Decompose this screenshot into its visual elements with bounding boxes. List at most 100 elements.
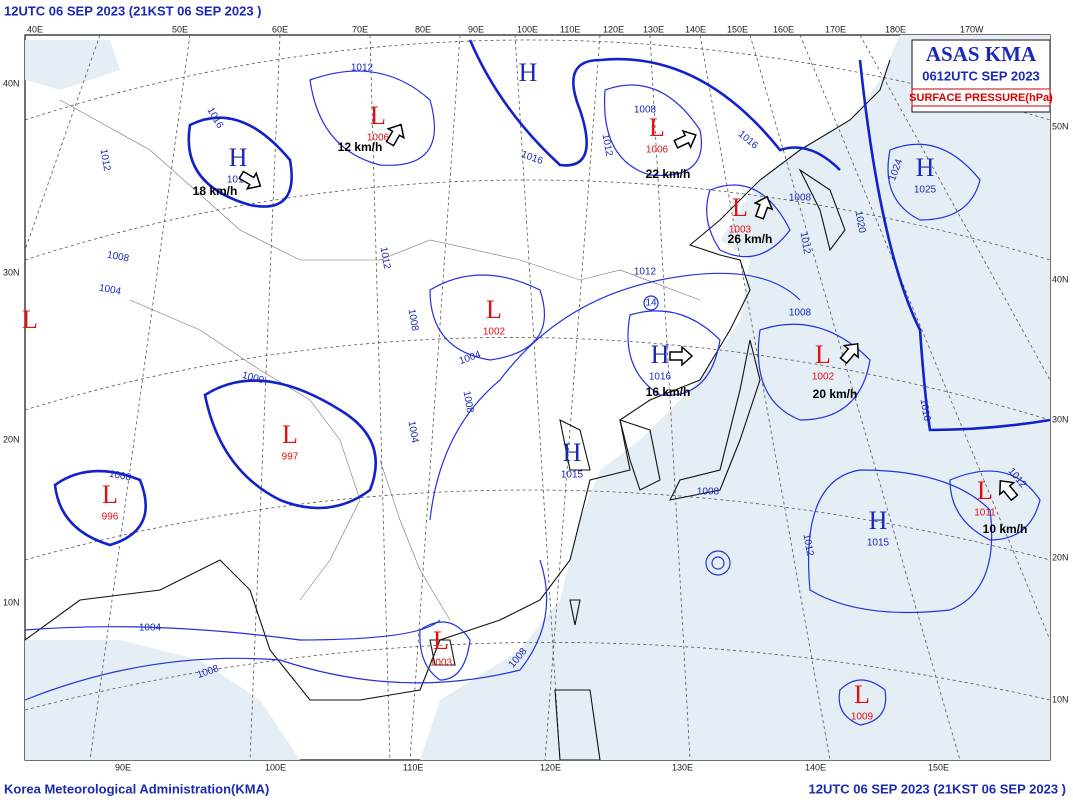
lat-label: 20N <box>3 434 20 444</box>
movement-speed: 16 km/h <box>646 385 691 399</box>
lon-label: 150E <box>928 762 949 772</box>
high-symbol: H <box>519 58 538 87</box>
isobar-label: 1004 <box>406 420 421 444</box>
lon-label: 90E <box>115 762 131 772</box>
low-symbol: L <box>433 626 449 655</box>
high-symbol: H <box>916 153 935 182</box>
isobar-label: 1016 <box>918 398 933 422</box>
lon-label: 140E <box>685 24 706 34</box>
pressure-value: 1025 <box>914 185 937 196</box>
movement-arrow <box>839 342 859 365</box>
isobar-label: 1004 <box>139 623 162 634</box>
lon-label: 140E <box>805 762 826 772</box>
isobar-label: 1012 <box>351 63 374 74</box>
lon-label: 120E <box>540 762 561 772</box>
movement-arrow <box>238 170 262 190</box>
pressure-value: 1002 <box>483 327 506 338</box>
pressure-value: 1017 <box>227 175 250 186</box>
low-symbol: L <box>649 113 665 142</box>
lon-label: 110E <box>560 24 580 34</box>
movement-speed: 10 km/h <box>983 522 1028 536</box>
legend-subtitle: SURFACE PRESSURE(hPa) <box>909 92 1053 104</box>
pressure-value: 1002 <box>812 372 835 383</box>
movement-arrow <box>999 479 1019 502</box>
isobar-label: 1008 <box>106 250 130 265</box>
lat-label: 10N <box>1052 694 1069 704</box>
high-symbol: H <box>651 340 670 369</box>
isobar-label: 14 <box>645 298 657 309</box>
legend-sub-frame <box>911 88 1051 107</box>
isobar-label: 1012 <box>600 133 615 157</box>
low-symbol: L <box>815 340 831 369</box>
lat-label: 40N <box>3 78 20 88</box>
low-symbol: L <box>282 420 298 449</box>
lon-label: 100E <box>265 762 286 772</box>
isobar-label: 1008 <box>634 105 657 116</box>
legend-time: 0612UTC SEP 2023 <box>922 68 1040 83</box>
lon-label: 170E <box>825 24 846 34</box>
isobar-label: 1004 <box>98 283 122 298</box>
lon-label: 110E <box>403 762 423 772</box>
lon-label: 100E <box>517 24 538 34</box>
low-symbol: L <box>102 480 118 509</box>
pressure-value: 1011 <box>974 508 996 519</box>
header: 12UTC 06 SEP 2023 (21KST 06 SEP 2023 ) <box>4 3 262 18</box>
isobar-label: 1012 <box>801 533 816 557</box>
isobar-label: 1008 <box>461 390 476 414</box>
movement-speed: 12 km/h <box>338 140 383 154</box>
lat-label: 20N <box>1052 552 1069 562</box>
map-area: 40E 50E 60E 70E 80E 90E 100E 110E 120E 130E 140E 15… <box>3 24 1069 772</box>
movement-speed: 18 km/h <box>193 184 238 198</box>
ocean-north <box>25 40 120 90</box>
pressure-value: 997 <box>282 452 299 463</box>
lat-label: 40N <box>1052 274 1069 284</box>
ocean-west <box>25 640 300 760</box>
isobar-label: 1008 <box>789 193 812 204</box>
pressure-value: 1009 <box>851 712 874 723</box>
low-symbol: L <box>486 295 502 324</box>
isobar-label: 1012 <box>634 267 657 278</box>
pressure-value: 1003 <box>729 225 752 236</box>
lat-label: 30N <box>1052 414 1069 424</box>
lon-label: 180E <box>885 24 906 34</box>
movement-speed: 22 km/h <box>646 167 691 181</box>
pressure-value: 1016 <box>649 372 672 383</box>
movement-arrow <box>753 195 774 220</box>
high-symbol: H <box>869 506 888 535</box>
lon-label: 40E <box>27 24 43 34</box>
lon-label: 120E <box>603 24 624 34</box>
lon-label: 70E <box>352 24 368 34</box>
lat-label: 50N <box>1052 121 1069 131</box>
movement-speed: 26 km/h <box>728 232 773 246</box>
lon-label: 170W <box>960 24 984 34</box>
pressure-value: 996 <box>102 512 119 523</box>
labels-layer: 40E 50E 60E 70E 80E 90E 100E 110E 120E 130E 140E 15… <box>3 24 1069 772</box>
lon-label: 130E <box>643 24 664 34</box>
footer-left: Korea Meteorological Administration(KMA) <box>4 781 269 796</box>
isobar-label: 1012 <box>798 231 813 255</box>
isobar-label: 1012 <box>98 148 113 172</box>
coastlines <box>24 59 891 761</box>
isobar-label: 1000 <box>108 469 132 484</box>
high-symbol: H <box>229 143 248 172</box>
lon-label: 160E <box>773 24 794 34</box>
movement-arrow <box>669 345 694 367</box>
footer-right: 12UTC 06 SEP 2023 (21KST 06 SEP 2023 ) <box>808 781 1066 796</box>
low-symbol: L <box>977 476 993 505</box>
high-symbol: H <box>563 438 582 467</box>
lon-label: 60E <box>272 24 288 34</box>
isobar-label: 1012 <box>378 246 393 270</box>
pressure-value: 1003 <box>430 658 453 669</box>
lon-label: 90E <box>468 24 484 34</box>
pressure-value: 1006 <box>646 145 669 156</box>
isobar-label: 1008 <box>697 487 720 498</box>
pressure-value: 1006 <box>367 133 390 144</box>
ocean <box>420 35 1050 760</box>
low-symbol: L <box>854 680 870 709</box>
pressure-value: 1015 <box>867 538 890 549</box>
isobars <box>24 39 1051 726</box>
movement-arrow <box>673 129 697 150</box>
pressure-value: 1015 <box>561 470 584 481</box>
low-symbol: L <box>22 305 38 334</box>
